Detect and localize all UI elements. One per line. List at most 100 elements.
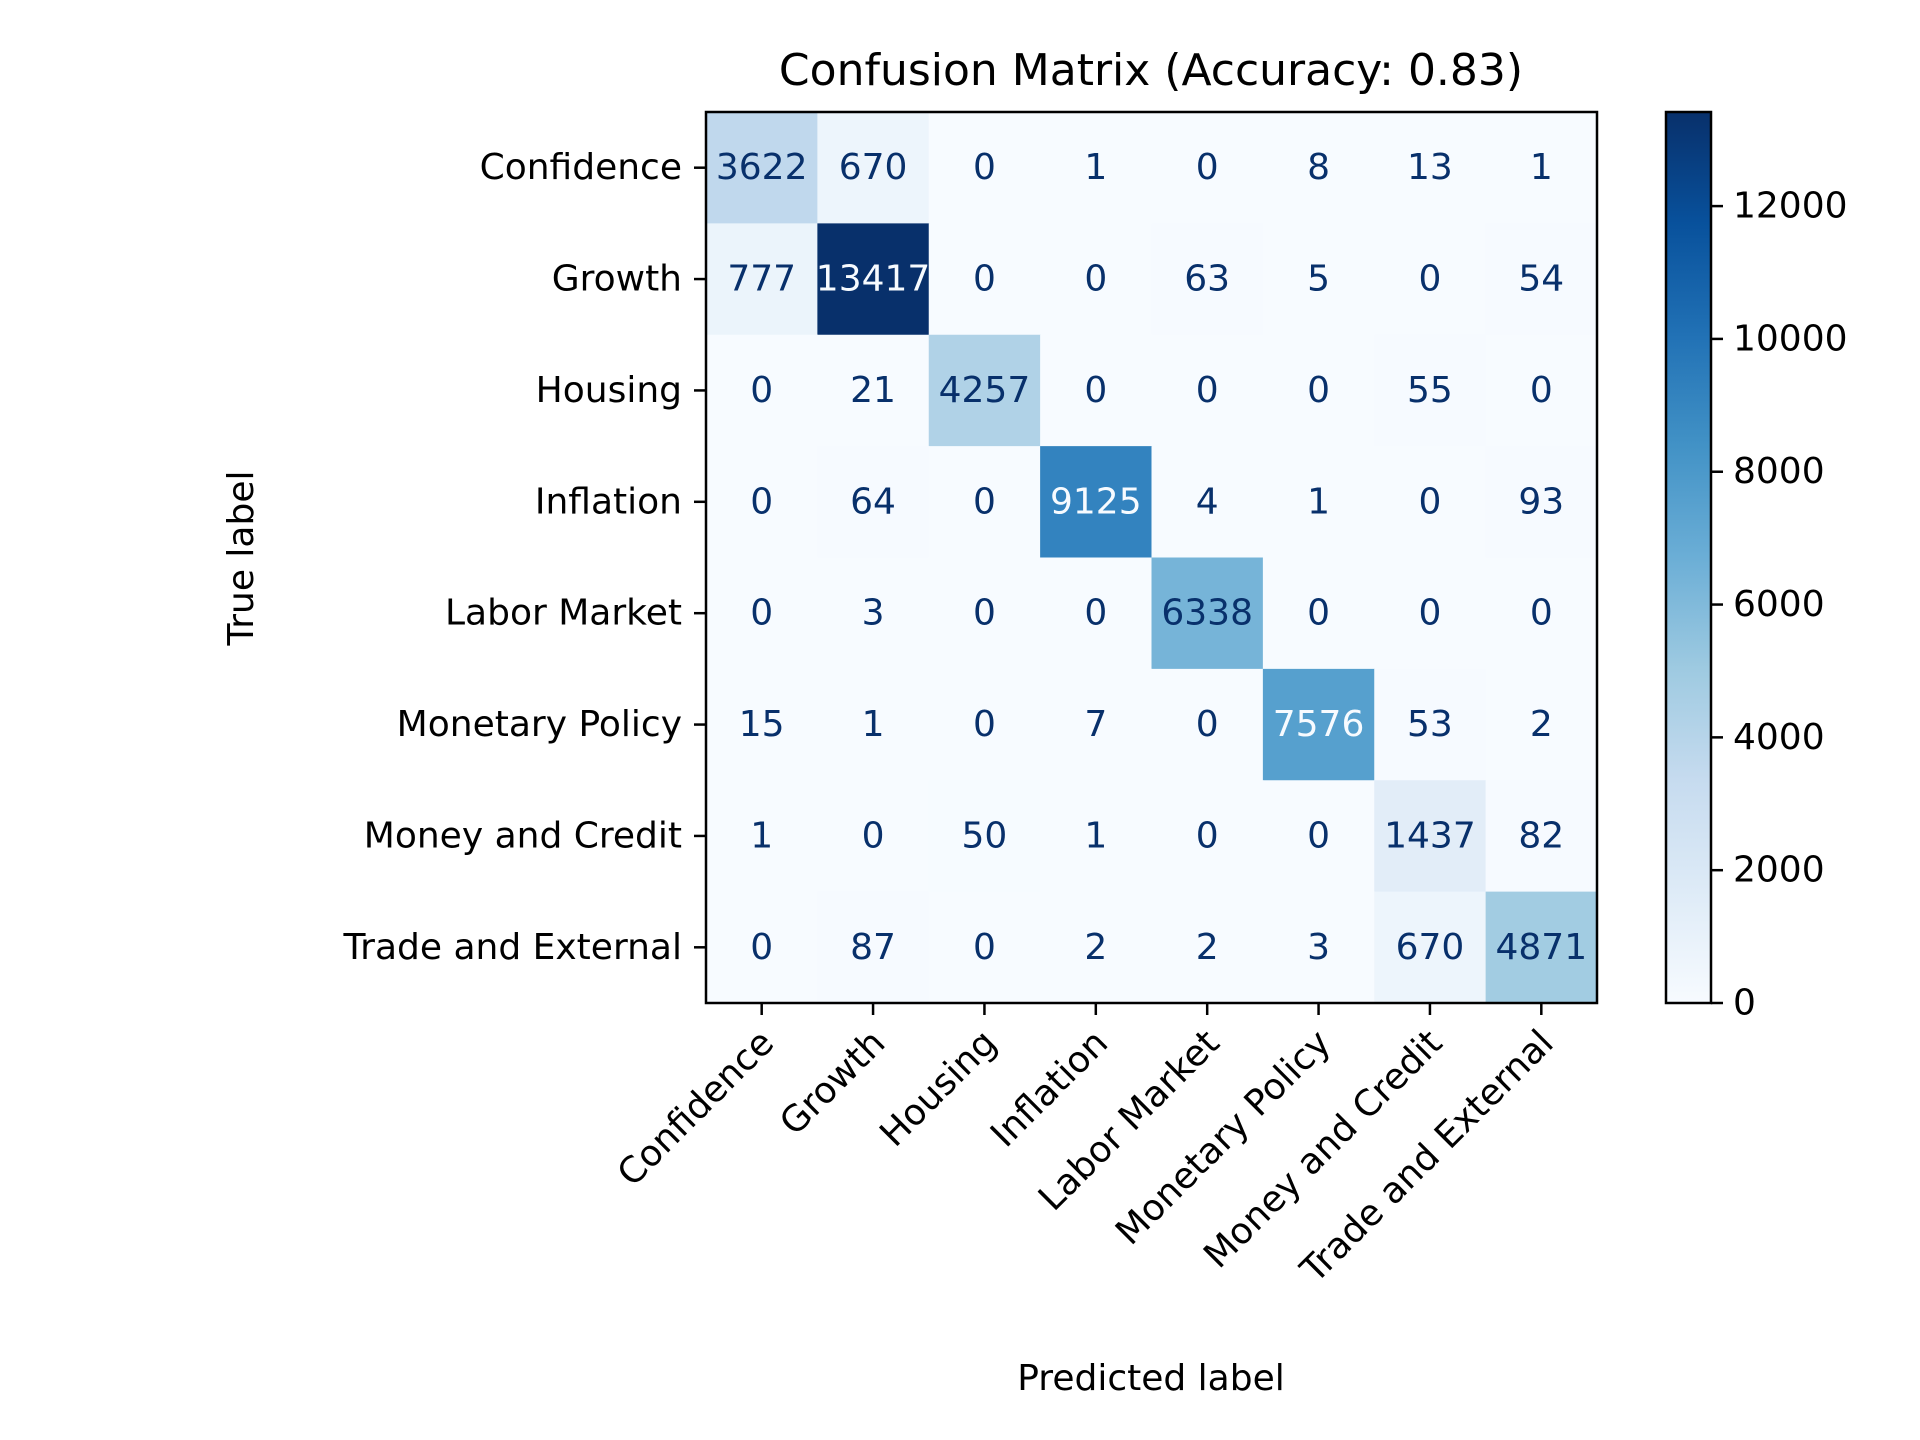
cell-value-label: 777 [727,259,796,300]
cell-value-label: 0 [973,927,996,968]
cell-value-label: 0 [750,370,773,411]
cell-value-label: 3 [1307,927,1330,968]
cell-value-label: 1 [1084,815,1107,856]
heatmap-cell [1262,223,1375,336]
colorbar [1664,110,1713,1005]
y-tick-label: Confidence [480,147,682,188]
cell-value-label: 1 [1084,147,1107,188]
heatmap-cell [1151,112,1264,224]
cell-value-label: 3 [862,593,885,634]
cell-value-label: 0 [862,815,885,856]
heatmap-cells [706,112,1598,1004]
cell-value-label: 93 [1518,481,1564,522]
heatmap-cell [1262,557,1375,670]
colorbar-tick-label: 10000 [1733,318,1848,359]
cell-value-label: 0 [1084,593,1107,634]
cell-value-label: 9125 [1050,481,1142,522]
heatmap-cell [1040,334,1153,447]
cell-value-label: 0 [1196,147,1219,188]
cell-value-label: 1 [750,815,773,856]
heatmap-cell [1040,891,1153,1004]
cell-value-label: 2 [1530,704,1553,745]
cell-value-label: 0 [1196,815,1219,856]
cell-value-label: 87 [850,927,896,968]
cell-value-label: 0 [1307,370,1330,411]
y-tick-label: Growth [552,259,682,300]
heatmap-cell [1485,891,1598,1004]
heatmap-cell [1151,446,1264,559]
cell-value-label: 6338 [1161,593,1253,634]
heatmap-cell [1040,223,1153,336]
cell-value-label: 0 [1084,259,1107,300]
heatmap-cell [928,891,1041,1004]
heatmap-cell [1040,112,1153,224]
heatmap-cell [1040,557,1153,670]
heatmap-cell [1374,334,1487,447]
chart-title: Confusion Matrix (Accuracy: 0.83) [779,45,1523,96]
cell-value-label: 1 [1307,481,1330,522]
cell-value-label: 0 [750,481,773,522]
plot-frame [704,110,1599,1005]
cell-value-label: 0 [973,481,996,522]
heatmap-cell [817,557,930,670]
cell-value-label: 15 [739,704,785,745]
colorbar-tick-label: 2000 [1733,850,1825,891]
heatmap-cell [817,334,930,447]
heatmap-cell [817,223,930,336]
heatmap-cell [817,668,930,781]
heatmap-cell [1262,112,1375,224]
cell-value-label: 3622 [716,147,808,188]
heatmap-cell [1151,557,1264,670]
y-tick-label: Inflation [535,481,682,522]
y-tick-label: Monetary Policy [397,704,682,745]
cell-value-label: 1 [862,704,885,745]
heatmap-cell [1485,446,1598,559]
cell-value-label: 0 [1084,370,1107,411]
colorbar-tick-label: 12000 [1733,186,1848,227]
colorbar-tick-label: 6000 [1733,584,1825,625]
colorbar-tick-label: 0 [1733,983,1756,1024]
cell-value-label: 13417 [816,259,931,300]
heatmap-cell [928,446,1041,559]
y-axis-label: True label [221,471,262,647]
cell-value-label: 0 [750,593,773,634]
cell-value-label: 7576 [1273,704,1365,745]
heatmap-cell [1262,668,1375,781]
heatmap-cell [1151,780,1264,893]
heatmap-cell [706,891,818,1004]
heatmap-cell [1262,446,1375,559]
x-axis-label: Predicted label [1017,1358,1285,1399]
cell-value-label: 54 [1518,259,1564,300]
colorbar-ticks: 0 2000 4000 6000 8000 10000 12000 [1711,186,1848,1024]
heatmap-cell [817,446,930,559]
heatmap-cell [928,780,1041,893]
heatmap-cell [706,780,818,893]
heatmap-cell [706,112,818,224]
heatmap-cell [1374,112,1487,224]
y-tick-label: Labor Market [445,593,682,634]
cell-value-label: 4257 [939,370,1031,411]
heatmap-cell [1262,780,1375,893]
cell-value-label: 2 [1084,927,1107,968]
cell-value-label: 0 [973,704,996,745]
cell-value-label: 63 [1184,259,1230,300]
cell-value-label: 4 [1196,481,1219,522]
heatmap-cell [1040,780,1153,893]
heatmap-cell [706,668,818,781]
colorbar-tick-label: 8000 [1733,451,1825,492]
heatmap-cell [1040,668,1153,781]
colorbar-tick-label: 4000 [1733,717,1825,758]
cell-value-label: 0 [1196,370,1219,411]
cell-value-label: 7 [1084,704,1107,745]
cell-value-label: 0 [1418,259,1441,300]
cell-value-label: 53 [1407,704,1453,745]
y-tick-label: Money and Credit [364,815,682,856]
cell-value-label: 670 [839,147,908,188]
cell-value-label: 0 [1418,481,1441,522]
cell-value-label: 64 [850,481,896,522]
cell-value-label: 0 [973,259,996,300]
cell-value-label: 50 [962,815,1008,856]
heatmap-cell [1151,891,1264,1004]
heatmap-cell [1374,223,1487,336]
